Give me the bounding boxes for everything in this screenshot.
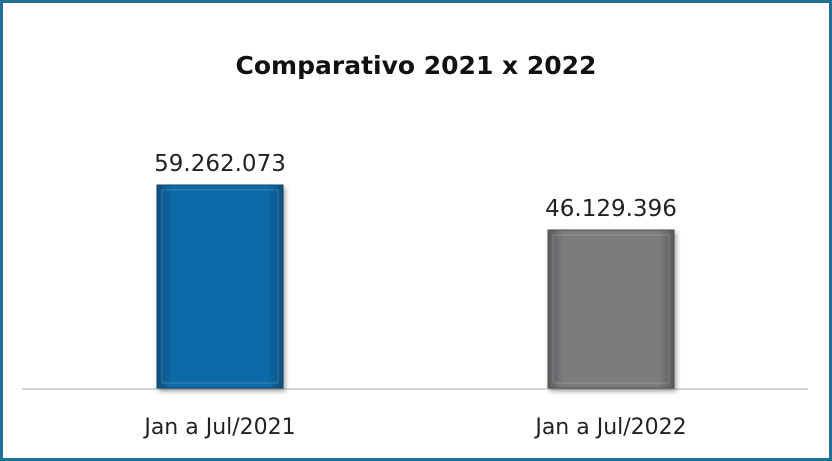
bar-2 [547,229,675,389]
x-tick-label-1: Jan a Jul/2021 [142,415,295,440]
bar-1 [156,184,284,389]
chart-title: Comparativo 2021 x 2022 [235,51,597,80]
bar-bevel-1 [161,189,279,384]
data-label-1: 59.262.073 [154,151,286,177]
data-label-2: 46.129.396 [545,196,677,222]
bar-bevel-2 [552,234,670,384]
x-tick-label-2: Jan a Jul/2022 [533,415,686,440]
